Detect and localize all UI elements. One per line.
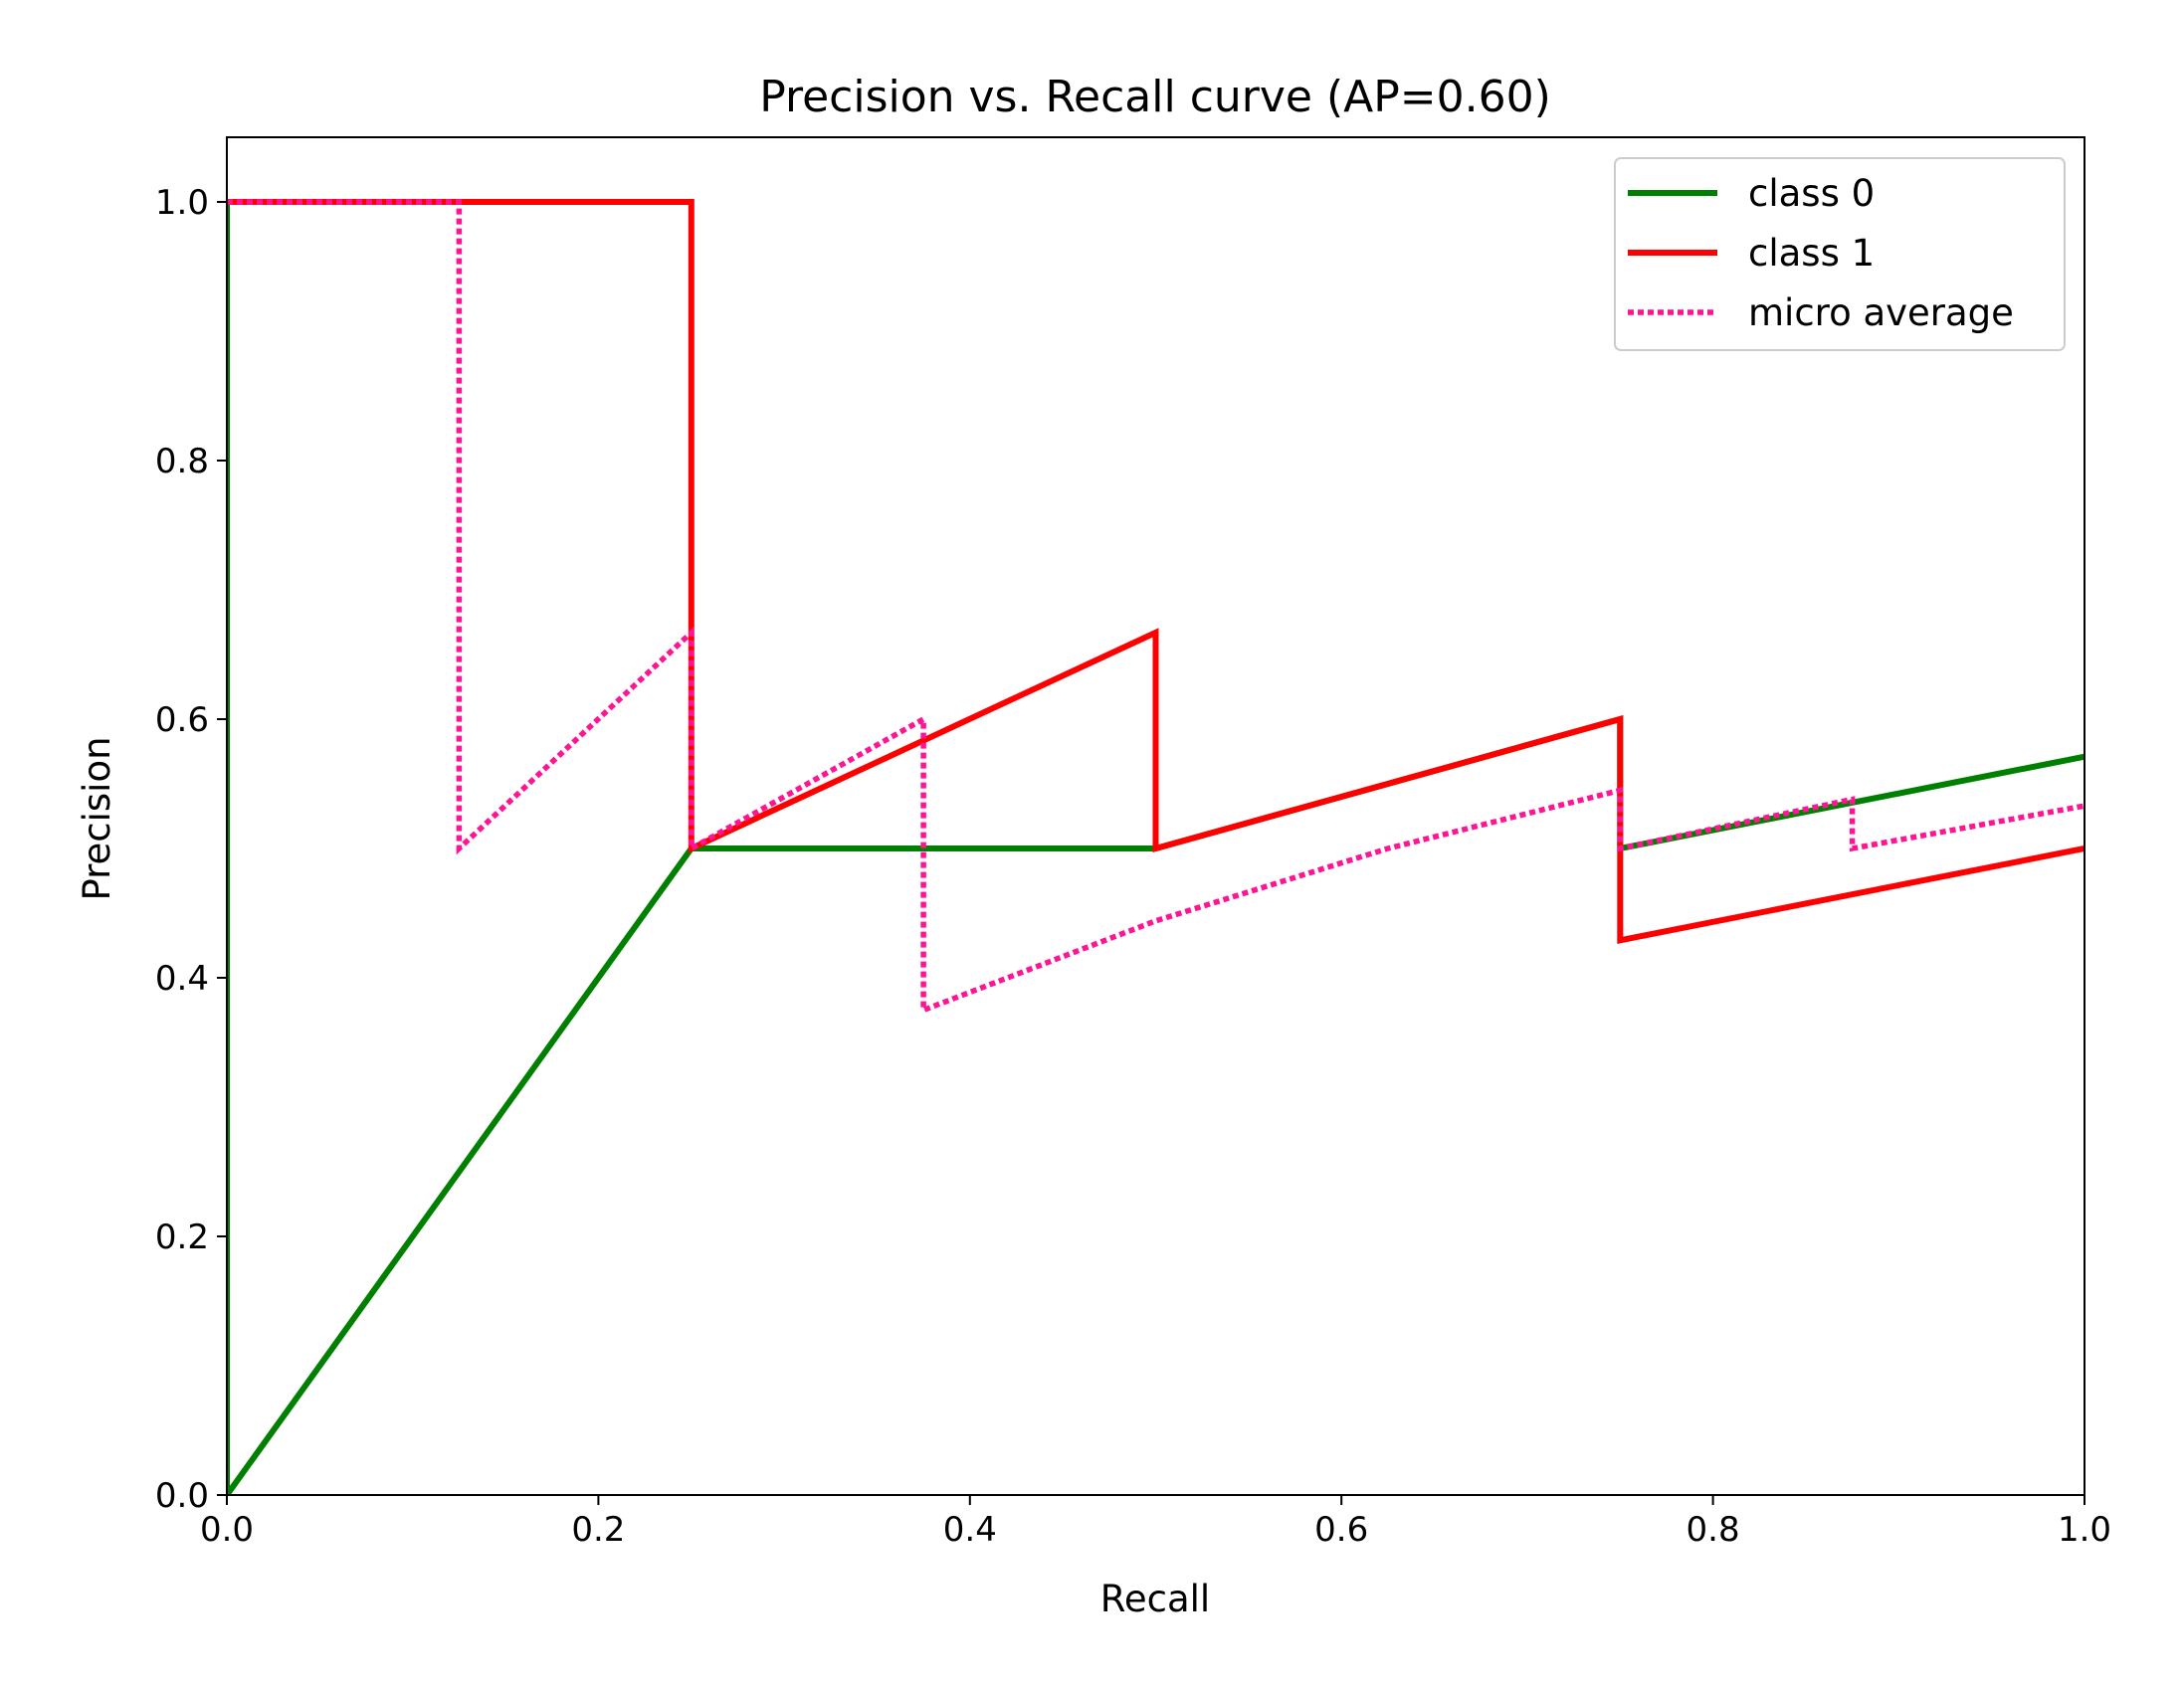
x-tick-label: 0.8 xyxy=(1687,1510,1740,1550)
x-axis-label: Recall xyxy=(1100,1578,1210,1620)
y-tick-label: 0.6 xyxy=(155,700,209,740)
series-line-class-1 xyxy=(227,199,2085,944)
legend-label: class 1 xyxy=(1748,232,1875,275)
x-tick-label: 1.0 xyxy=(2058,1510,2111,1550)
y-tick-label: 0.4 xyxy=(155,959,209,999)
series-layer xyxy=(227,199,2085,1495)
x-axis: 0.0 0.2 0.4 0.6 0.8 1.0 xyxy=(200,1495,2111,1550)
chart-title: Precision vs. Recall curve (AP=0.60) xyxy=(759,72,1551,122)
legend-box xyxy=(1614,157,2066,351)
y-tick-label: 0.2 xyxy=(155,1218,209,1257)
legend-label: micro average xyxy=(1748,291,2014,334)
legend: class 0 class 1 micro average xyxy=(1614,157,2066,351)
x-tick-label: 0.0 xyxy=(200,1510,254,1550)
plot-frame xyxy=(226,136,2085,1496)
x-tick-label: 0.2 xyxy=(571,1510,625,1550)
y-axis: 0.0 0.2 0.4 0.6 0.8 1.0 xyxy=(155,183,227,1516)
y-tick-label: 1.0 xyxy=(155,183,209,223)
legend-label: class 0 xyxy=(1748,172,1875,215)
y-axis-label: Precision xyxy=(76,736,118,900)
y-tick-label: 0.0 xyxy=(155,1476,209,1516)
x-tick-label: 0.6 xyxy=(1314,1510,1368,1550)
x-tick-label: 0.4 xyxy=(943,1510,997,1550)
series-line-micro-average xyxy=(227,199,2085,1015)
y-tick-label: 0.8 xyxy=(155,442,209,481)
